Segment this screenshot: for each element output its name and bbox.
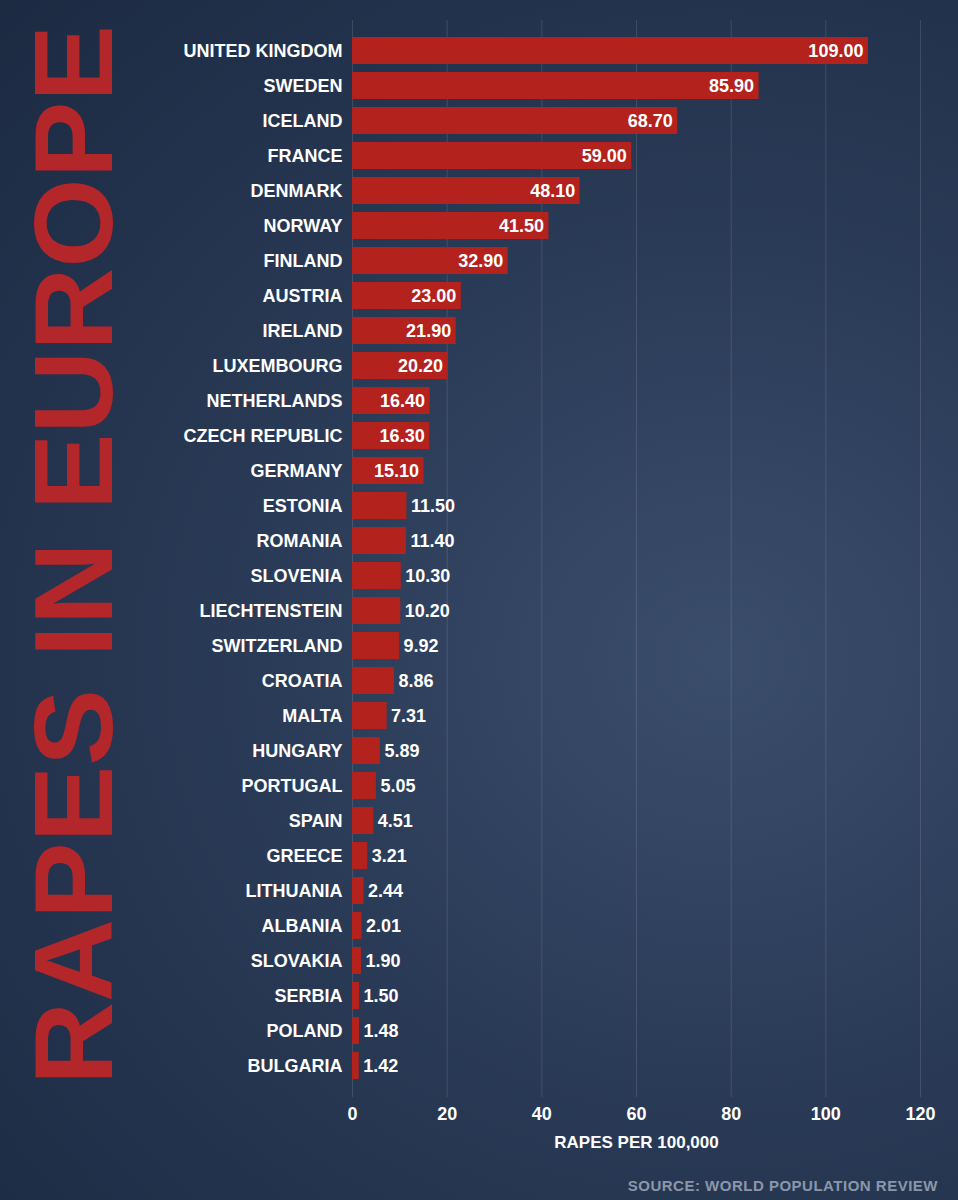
- svg-text:SPAIN: SPAIN: [289, 811, 343, 831]
- svg-text:UNITED KINGDOM: UNITED KINGDOM: [184, 41, 343, 61]
- svg-text:59.00: 59.00: [582, 146, 627, 166]
- svg-text:15.10: 15.10: [374, 461, 419, 481]
- svg-text:40: 40: [532, 1104, 552, 1124]
- svg-text:CROATIA: CROATIA: [262, 671, 343, 691]
- svg-text:CZECH REPUBLIC: CZECH REPUBLIC: [183, 426, 342, 446]
- svg-text:21.90: 21.90: [406, 321, 451, 341]
- svg-text:8.86: 8.86: [398, 671, 433, 691]
- svg-text:LUXEMBOURG: LUXEMBOURG: [213, 356, 343, 376]
- svg-text:MALTA: MALTA: [282, 706, 342, 726]
- svg-text:1.50: 1.50: [364, 986, 399, 1006]
- svg-text:FRANCE: FRANCE: [268, 146, 343, 166]
- svg-text:AUSTRIA: AUSTRIA: [263, 286, 343, 306]
- svg-text:11.40: 11.40: [410, 531, 454, 551]
- svg-text:SLOVENIA: SLOVENIA: [250, 566, 342, 586]
- svg-text:SERBIA: SERBIA: [274, 986, 342, 1006]
- svg-text:85.90: 85.90: [709, 76, 754, 96]
- svg-text:5.05: 5.05: [380, 776, 415, 796]
- svg-text:41.50: 41.50: [499, 216, 544, 236]
- svg-text:10.30: 10.30: [405, 566, 450, 586]
- svg-text:109.00: 109.00: [808, 41, 863, 61]
- svg-text:2.01: 2.01: [366, 916, 401, 936]
- svg-text:DENMARK: DENMARK: [251, 181, 343, 201]
- svg-text:GERMANY: GERMANY: [250, 461, 342, 481]
- svg-text:7.31: 7.31: [391, 706, 426, 726]
- svg-text:4.51: 4.51: [378, 811, 413, 831]
- svg-text:GREECE: GREECE: [266, 846, 342, 866]
- svg-text:RAPES IN EUROPE: RAPES IN EUROPE: [11, 25, 136, 1085]
- svg-text:FINLAND: FINLAND: [264, 251, 343, 271]
- svg-text:10.20: 10.20: [405, 601, 450, 621]
- svg-text:LITHUANIA: LITHUANIA: [246, 881, 343, 901]
- svg-text:32.90: 32.90: [458, 251, 503, 271]
- svg-text:SLOVAKIA: SLOVAKIA: [251, 951, 343, 971]
- svg-text:POLAND: POLAND: [267, 1021, 343, 1041]
- svg-text:HUNGARY: HUNGARY: [252, 741, 342, 761]
- svg-text:80: 80: [721, 1104, 741, 1124]
- svg-text:16.40: 16.40: [380, 391, 425, 411]
- svg-text:SWEDEN: SWEDEN: [263, 76, 342, 96]
- svg-text:48.10: 48.10: [530, 181, 575, 201]
- svg-text:20: 20: [437, 1104, 457, 1124]
- svg-text:16.30: 16.30: [380, 426, 425, 446]
- svg-text:68.70: 68.70: [628, 111, 673, 131]
- svg-text:ICELAND: ICELAND: [263, 111, 343, 131]
- svg-text:ALBANIA: ALBANIA: [262, 916, 343, 936]
- svg-text:9.92: 9.92: [403, 636, 438, 656]
- svg-text:60: 60: [626, 1104, 646, 1124]
- svg-text:RAPES PER 100,000: RAPES PER 100,000: [554, 1133, 718, 1152]
- svg-text:23.00: 23.00: [411, 286, 456, 306]
- svg-text:100: 100: [811, 1104, 841, 1124]
- svg-text:ESTONIA: ESTONIA: [263, 496, 343, 516]
- svg-text:PORTUGAL: PORTUGAL: [242, 776, 343, 796]
- svg-text:0: 0: [347, 1104, 357, 1124]
- svg-text:ROMANIA: ROMANIA: [257, 531, 343, 551]
- svg-text:11.50: 11.50: [411, 496, 455, 516]
- svg-text:5.89: 5.89: [384, 741, 419, 761]
- svg-text:1.90: 1.90: [365, 951, 400, 971]
- svg-text:LIECHTENSTEIN: LIECHTENSTEIN: [199, 601, 342, 621]
- svg-text:IRELAND: IRELAND: [263, 321, 343, 341]
- svg-text:120: 120: [905, 1104, 935, 1124]
- svg-text:1.48: 1.48: [364, 1021, 399, 1041]
- svg-text:3.21: 3.21: [372, 846, 407, 866]
- svg-text:NORWAY: NORWAY: [263, 216, 342, 236]
- svg-text:SWITZERLAND: SWITZERLAND: [212, 636, 343, 656]
- svg-text:2.44: 2.44: [368, 881, 403, 901]
- html-text:SOURCE: WORLD POPULATION REVIE: SOURCE: WORLD POPULATION REVIEW: [627, 1177, 938, 1194]
- svg-text:BULGARIA: BULGARIA: [248, 1056, 343, 1076]
- svg-text:1.42: 1.42: [363, 1056, 398, 1076]
- svg-text:20.20: 20.20: [398, 356, 443, 376]
- svg-text:NETHERLANDS: NETHERLANDS: [206, 391, 342, 411]
